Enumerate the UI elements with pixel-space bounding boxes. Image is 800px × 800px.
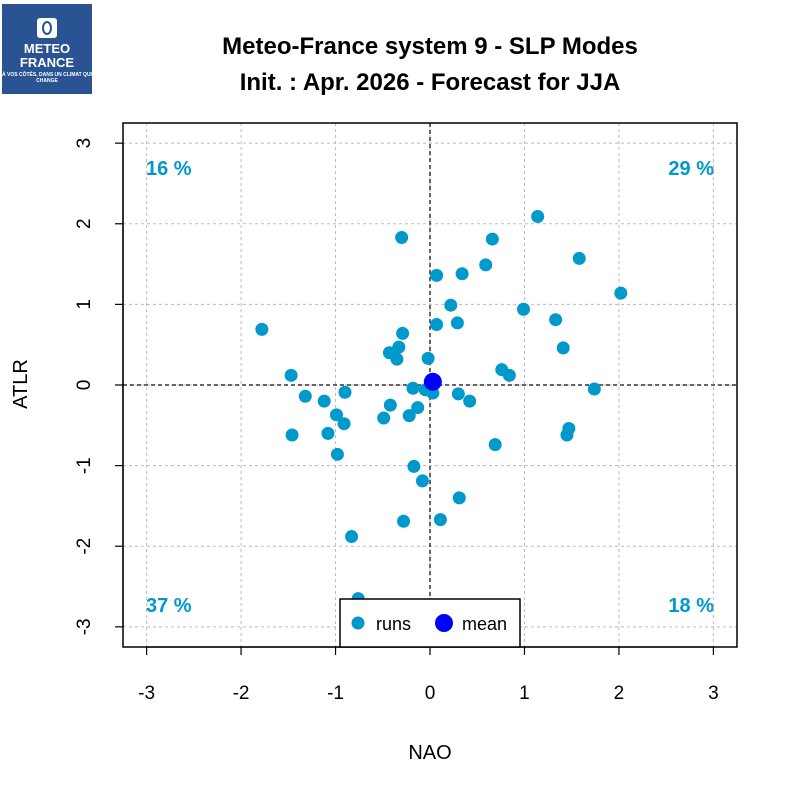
run-point [317, 394, 331, 408]
x-tick-label: 1 [519, 683, 530, 704]
run-point [452, 491, 466, 505]
y-tick-label: 0 [74, 380, 95, 391]
legend-runs-label: runs [376, 614, 411, 634]
run-point [255, 322, 269, 336]
run-point [444, 298, 458, 312]
run-point [421, 351, 435, 365]
y-tick-label: 2 [74, 218, 95, 229]
run-point [587, 382, 601, 396]
y-tick-label: -3 [74, 618, 95, 635]
run-point [485, 232, 499, 246]
x-tick-label: -3 [138, 683, 155, 704]
run-point [402, 409, 416, 423]
legend: runs mean [339, 598, 521, 648]
run-point [463, 394, 477, 408]
run-point [284, 368, 298, 382]
legend-mean-label: mean [462, 614, 507, 634]
run-point [415, 474, 429, 488]
logo-line2: FRANCE [19, 55, 75, 70]
run-point [285, 428, 299, 442]
run-point [377, 411, 391, 425]
run-point [502, 368, 516, 382]
y-axis: -3 -2 -1 0 1 2 3 [74, 138, 124, 635]
x-axis: -3 -2 -1 0 1 2 3 [138, 646, 719, 704]
y-tick-label: 3 [74, 138, 95, 149]
legend-runs-marker [351, 616, 365, 630]
x-tick-label: -2 [233, 683, 250, 704]
legend-box [339, 598, 521, 648]
run-point [337, 417, 351, 431]
run-point [430, 318, 444, 332]
run-point [390, 352, 404, 366]
run-point [556, 341, 570, 355]
legend-mean-marker [435, 614, 453, 632]
run-point [298, 389, 312, 403]
run-point [383, 398, 397, 412]
x-tick-label: 2 [614, 683, 625, 704]
run-point [451, 387, 465, 401]
y-tick-label: 1 [74, 299, 95, 310]
meteo-france-emblem-icon [37, 18, 57, 38]
quadrant-top-left-pct: 16 % [146, 158, 192, 180]
y-axis-label: ATLR [10, 359, 32, 409]
run-point [433, 513, 447, 527]
run-point [572, 251, 586, 265]
run-point [531, 210, 545, 224]
run-point [614, 286, 628, 300]
mean-point [423, 372, 442, 391]
run-point [321, 426, 335, 440]
run-point [345, 530, 359, 544]
run-point [430, 268, 444, 282]
x-tick-label: 3 [708, 683, 719, 704]
run-point [338, 385, 352, 399]
y-tick-label: -2 [74, 538, 95, 555]
run-point [517, 302, 531, 316]
x-tick-label: -1 [327, 683, 344, 704]
chart-subtitle: Init. : Apr. 2026 - Forecast for JJA [240, 69, 621, 96]
quadrant-bottom-right-pct: 18 % [668, 595, 714, 617]
x-tick-label: 0 [425, 683, 436, 704]
meteo-france-logo: METEO FRANCE À VOS CÔTÉS, DANS UN CLIMAT… [2, 4, 92, 94]
chart-title: Meteo-France system 9 - SLP Modes [222, 33, 638, 60]
run-point [392, 340, 406, 354]
quadrant-top-right-pct: 29 % [668, 158, 714, 180]
run-point [397, 514, 411, 528]
logo-tagline: À VOS CÔTÉS, DANS UN CLIMAT QUI CHANGE [2, 72, 92, 84]
y-tick-label: -1 [74, 457, 95, 474]
run-point [488, 438, 502, 452]
run-point [330, 447, 344, 461]
x-axis-label: NAO [408, 742, 451, 764]
run-point [406, 381, 420, 395]
quadrant-bottom-left-pct: 37 % [146, 595, 192, 617]
run-point [560, 428, 574, 442]
run-point [455, 267, 469, 281]
run-point [395, 230, 409, 244]
run-point [396, 326, 410, 340]
run-point [329, 408, 343, 422]
logo-line1: METEO [23, 41, 71, 56]
run-point [479, 258, 493, 272]
run-point [549, 313, 563, 327]
run-point [411, 401, 425, 415]
run-point [407, 459, 421, 473]
run-point [450, 316, 464, 330]
